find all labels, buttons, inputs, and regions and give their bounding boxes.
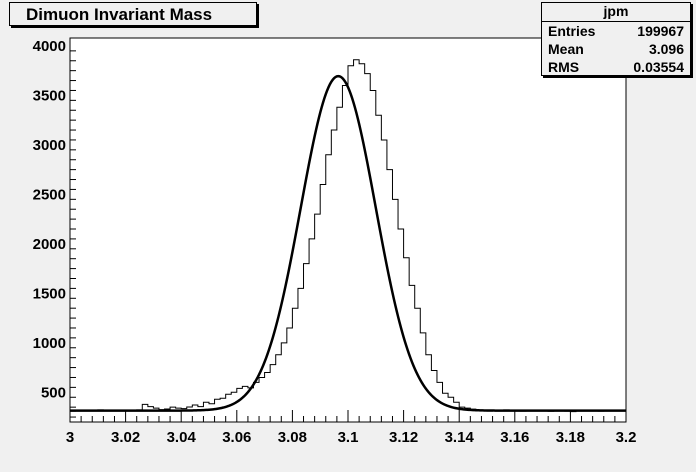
y-tick-label: 3500	[33, 87, 66, 104]
stats-value: 0.03554	[633, 59, 684, 75]
x-tick-label: 3.18	[556, 429, 585, 446]
x-tick-label: 3.04	[167, 429, 197, 446]
y-tick-label: 2500	[33, 186, 66, 203]
x-tick-label: 3.14	[445, 429, 475, 446]
chart-title: Dimuon Invariant Mass	[9, 2, 257, 26]
x-tick-label: 3.1	[338, 429, 359, 446]
fit-curve	[70, 74, 626, 412]
x-tick-label: 3.02	[111, 429, 140, 446]
stats-value: 199967	[637, 23, 684, 39]
stats-value: 3.096	[648, 41, 684, 57]
plot-frame	[69, 37, 627, 423]
x-tick-label: 3.16	[500, 429, 529, 446]
x-tick-label: 3.12	[389, 429, 418, 446]
stats-row-rms: RMS 0.03554	[542, 58, 690, 76]
y-tick-label: 1500	[33, 285, 66, 302]
chart-title-text: Dimuon Invariant Mass	[26, 5, 213, 24]
y-tick-label: 500	[41, 384, 66, 401]
y-tick-label: 1000	[33, 335, 66, 352]
stats-label: Entries	[548, 23, 596, 39]
x-tick-label: 3.2	[616, 429, 637, 446]
x-tick-label: 3.08	[278, 429, 307, 446]
stats-row-mean: Mean 3.096	[542, 40, 690, 58]
x-tick-label: 3	[66, 429, 74, 446]
stats-box: jpm Entries 199967 Mean 3.096 RMS 0.0355…	[541, 2, 691, 76]
stats-label: Mean	[548, 41, 584, 57]
stats-row-entries: Entries 199967	[542, 22, 690, 40]
stats-label: RMS	[548, 59, 580, 75]
x-tick-label: 3.06	[222, 429, 251, 446]
y-tick-label: 3000	[33, 137, 66, 154]
y-tick-label: 2000	[33, 236, 66, 253]
stats-name: jpm	[542, 3, 690, 22]
y-tick-label: 4000	[33, 38, 66, 55]
